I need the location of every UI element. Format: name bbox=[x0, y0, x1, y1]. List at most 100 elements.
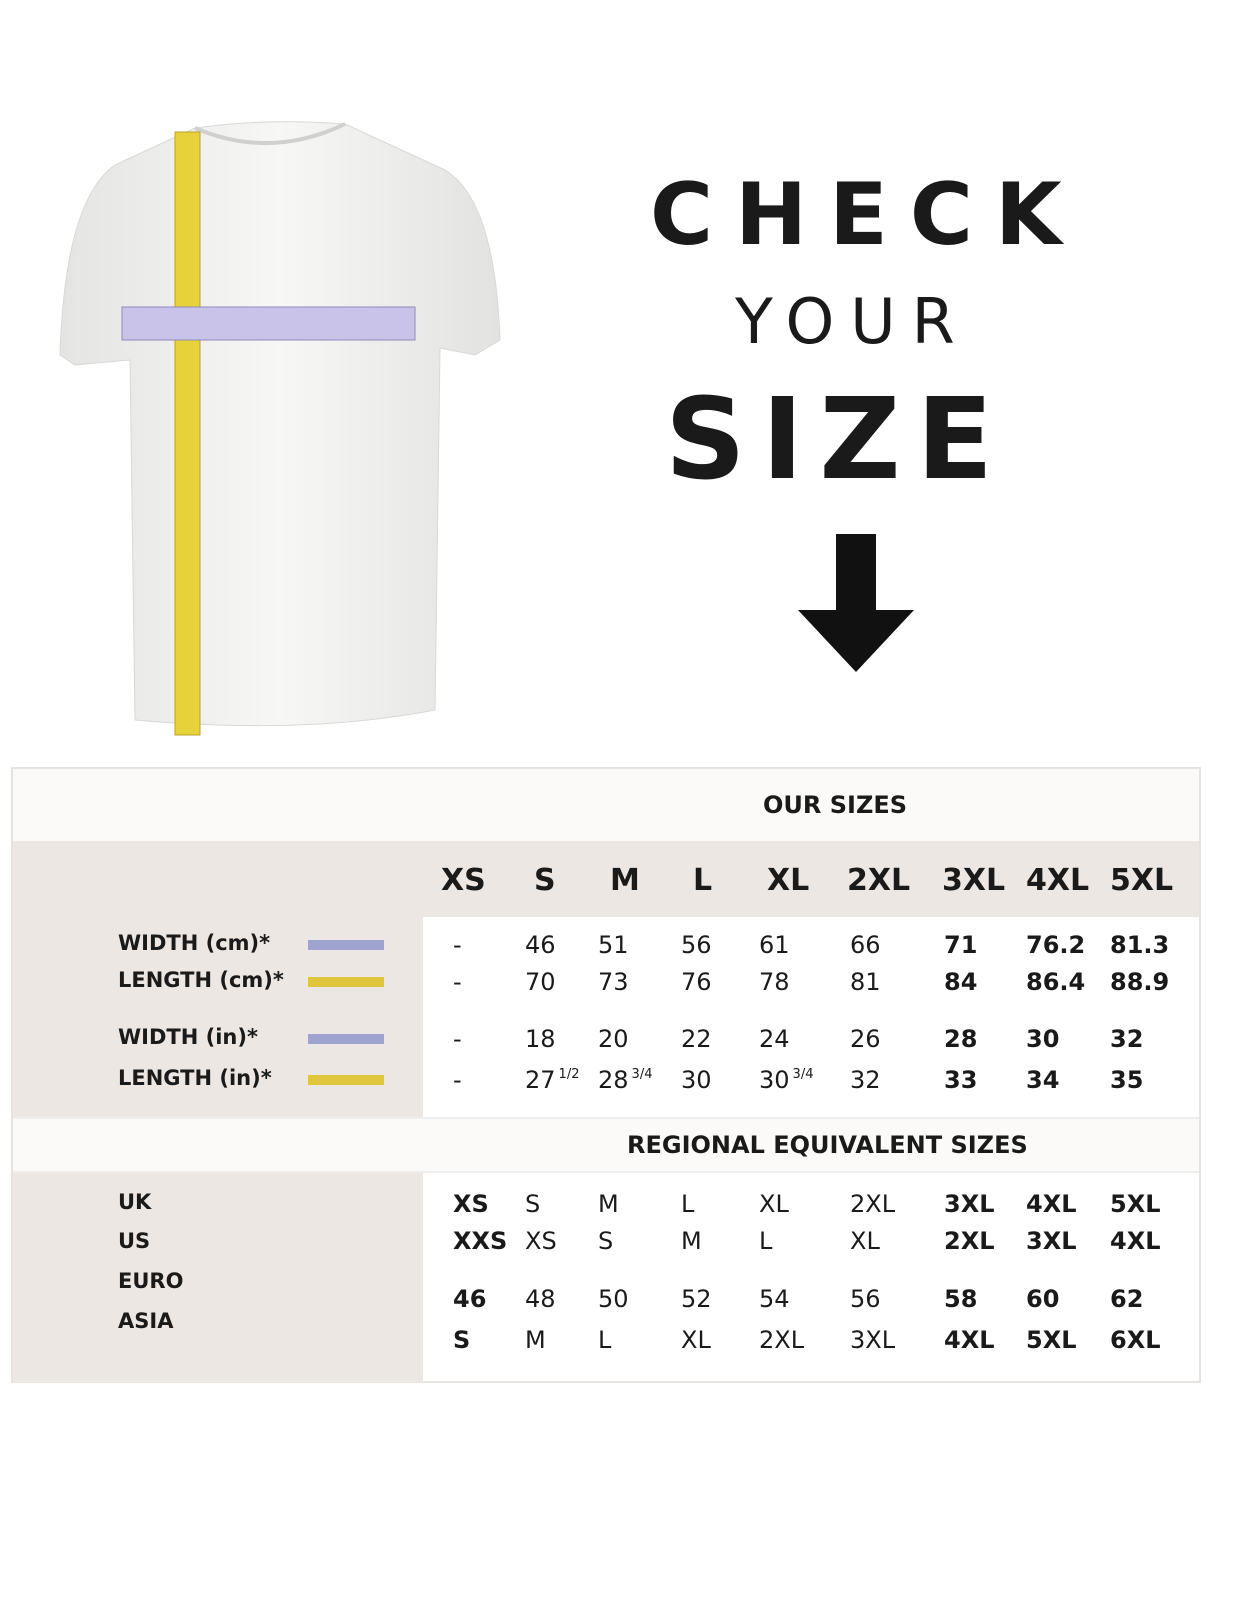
value: 70 bbox=[525, 968, 556, 996]
regional-size-value: 3XL bbox=[1026, 1227, 1077, 1255]
value: 76 bbox=[681, 968, 712, 996]
size-value: 30 3/4 bbox=[759, 1066, 813, 1094]
size-value: 30 bbox=[681, 1066, 712, 1094]
value: 20 bbox=[598, 1025, 629, 1053]
measure-label: LENGTH (in)* bbox=[118, 1066, 272, 1090]
regional-size-value: M bbox=[681, 1227, 702, 1255]
regional-size-value: 5XL bbox=[1026, 1326, 1077, 1354]
value: 71 bbox=[944, 931, 978, 959]
size-value: - bbox=[453, 931, 462, 959]
size-value: 81 bbox=[850, 968, 881, 996]
regional-size-value: S bbox=[598, 1227, 614, 1255]
value: 32 bbox=[1110, 1025, 1144, 1053]
value: 30 bbox=[681, 1066, 712, 1094]
size-value: 30 bbox=[1026, 1025, 1059, 1053]
regional-size-value: 54 bbox=[759, 1285, 790, 1313]
value: 88.9 bbox=[1110, 968, 1170, 996]
value: 81 bbox=[850, 968, 881, 996]
size-value: 51 bbox=[598, 931, 629, 959]
value: 73 bbox=[598, 968, 629, 996]
regional-size-value: 52 bbox=[681, 1285, 712, 1313]
regional-size-value: 4XL bbox=[1026, 1190, 1077, 1218]
regional-size-value: 50 bbox=[598, 1285, 629, 1313]
size-value: 26 bbox=[850, 1025, 881, 1053]
regional-size-value: 48 bbox=[525, 1285, 556, 1313]
value: 56 bbox=[681, 931, 712, 959]
our-sizes-title: OUR SIZES bbox=[763, 791, 908, 819]
value: - bbox=[453, 1025, 462, 1053]
regional-size-value: XS bbox=[525, 1227, 557, 1255]
width-tape bbox=[121, 306, 416, 341]
size-value: 32 bbox=[1110, 1025, 1143, 1053]
value: 30 bbox=[759, 1066, 790, 1094]
regional-size-value: XL bbox=[850, 1227, 880, 1255]
size-header: XL bbox=[767, 863, 810, 898]
value: 66 bbox=[850, 931, 881, 959]
size-value: 76.2 bbox=[1026, 931, 1085, 959]
tshirt-illustration bbox=[59, 121, 501, 736]
size-value: 32 bbox=[850, 1066, 881, 1094]
value: 84 bbox=[944, 968, 978, 996]
size-value: 27 1/2 bbox=[525, 1066, 579, 1094]
size-header: 4XL bbox=[1026, 863, 1090, 898]
size-value: 88.9 bbox=[1110, 968, 1169, 996]
size-header: M bbox=[610, 863, 640, 898]
value: - bbox=[453, 1066, 462, 1094]
regional-size-value: L bbox=[598, 1326, 612, 1354]
value: 61 bbox=[759, 931, 790, 959]
region-label: ASIA bbox=[118, 1309, 174, 1333]
size-value: - bbox=[453, 968, 462, 996]
regional-size-value: XL bbox=[681, 1326, 711, 1354]
regional-title: REGIONAL EQUIVALENT SIZES bbox=[627, 1131, 1028, 1159]
size-value: 56 bbox=[681, 931, 712, 959]
tape-color-swatch bbox=[308, 977, 384, 987]
regional-size-value: 2XL bbox=[850, 1190, 896, 1218]
regional-size-value: M bbox=[598, 1190, 619, 1218]
regional-size-value: XS bbox=[453, 1190, 489, 1218]
value: - bbox=[453, 931, 462, 959]
regional-size-value: 2XL bbox=[944, 1227, 995, 1255]
regional-size-value: 56 bbox=[850, 1285, 881, 1313]
regional-size-value: M bbox=[525, 1326, 546, 1354]
size-header: L bbox=[693, 863, 713, 898]
regional-size-value: S bbox=[525, 1190, 541, 1218]
length-tape bbox=[174, 131, 201, 736]
region-label: EURO bbox=[118, 1269, 184, 1293]
heading-size: SIZE bbox=[665, 375, 1010, 505]
size-value: 81.3 bbox=[1110, 931, 1169, 959]
value: 28 bbox=[944, 1025, 978, 1053]
value: 24 bbox=[759, 1025, 790, 1053]
regional-size-value: 46 bbox=[453, 1285, 487, 1313]
regional-size-value: 3XL bbox=[850, 1326, 896, 1354]
value: 34 bbox=[1026, 1066, 1060, 1094]
heading-check: CHECK bbox=[650, 165, 1084, 265]
size-value: 28 bbox=[944, 1025, 977, 1053]
fraction: 3/4 bbox=[792, 1067, 814, 1082]
value: - bbox=[453, 968, 462, 996]
regional-size-value: L bbox=[681, 1190, 695, 1218]
regional-size-value: L bbox=[759, 1227, 773, 1255]
measure-label: WIDTH (in)* bbox=[118, 1025, 258, 1049]
regional-size-value: XL bbox=[759, 1190, 789, 1218]
value: 51 bbox=[598, 931, 629, 959]
regional-size-value: 62 bbox=[1110, 1285, 1144, 1313]
arrow-down-icon bbox=[798, 534, 914, 672]
regional-size-value: 6XL bbox=[1110, 1326, 1161, 1354]
value: 86.4 bbox=[1026, 968, 1086, 996]
value: 30 bbox=[1026, 1025, 1060, 1053]
size-value: 73 bbox=[598, 968, 629, 996]
value: 33 bbox=[944, 1066, 978, 1094]
regional-size-value: XXS bbox=[453, 1227, 508, 1255]
measure-label: LENGTH (cm)* bbox=[118, 968, 284, 992]
size-value: - bbox=[453, 1066, 462, 1094]
tape-color-swatch bbox=[308, 940, 384, 950]
heading-your: YOUR bbox=[735, 285, 971, 358]
size-header: XS bbox=[441, 863, 486, 898]
size-value: 84 bbox=[944, 968, 977, 996]
regional-size-value: 2XL bbox=[759, 1326, 805, 1354]
regional-size-value: 4XL bbox=[944, 1326, 995, 1354]
size-value: 20 bbox=[598, 1025, 629, 1053]
size-value: 86.4 bbox=[1026, 968, 1085, 996]
value: 46 bbox=[525, 931, 556, 959]
size-header: 3XL bbox=[942, 863, 1006, 898]
